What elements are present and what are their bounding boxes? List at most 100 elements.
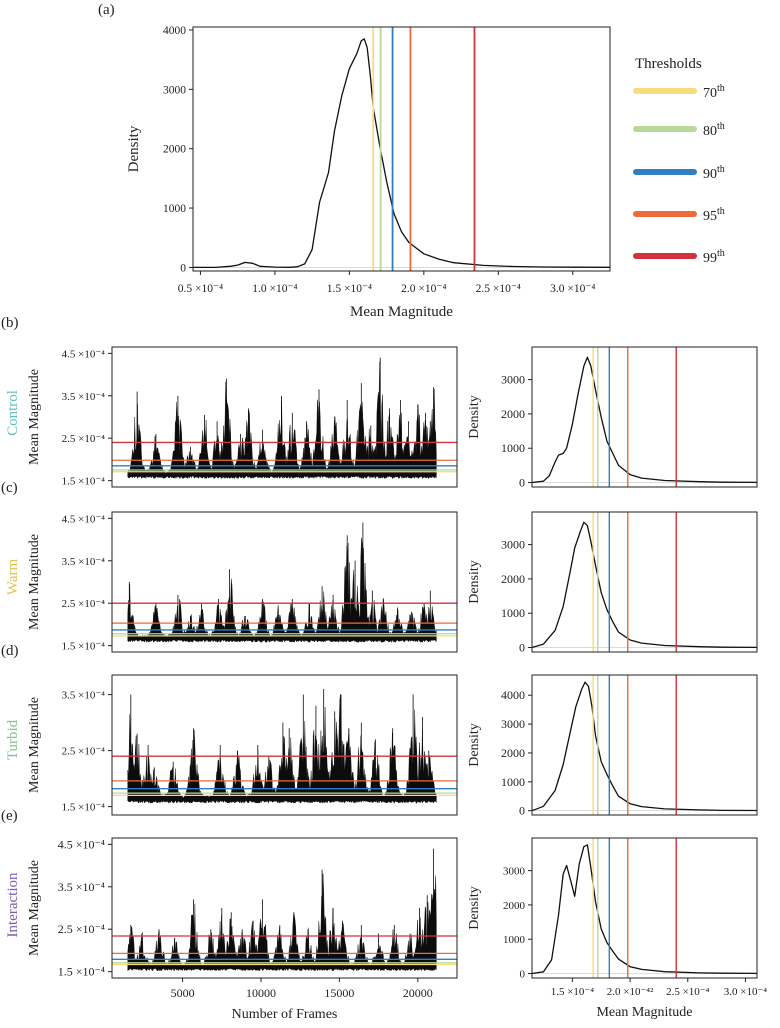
density-curve (193, 38, 611, 269)
legend-label-70: 70th (703, 83, 725, 101)
signal-peaks (130, 848, 434, 968)
x-tick-label: 1.0 ×10⁻⁴ (252, 283, 297, 295)
y-tick-label: 2000 (503, 900, 526, 912)
legend-label-80: 80th (703, 121, 725, 139)
condition-label-interaction: Interaction (5, 872, 21, 937)
y-tick-label: 3.5 ×10⁻⁴ (58, 880, 105, 894)
y-axis-label: Mean Magnitude (27, 860, 42, 956)
y-tick-label: 1.5 ×10⁻⁴ (62, 802, 106, 814)
panel-label-c: (c) (1, 480, 18, 496)
condition-label-warm: Warm (5, 559, 21, 596)
y-tick-label: 1.5 ×10⁻⁴ (62, 641, 106, 653)
x-tick-label: 2.5 ×10⁻⁴ (476, 283, 521, 295)
x-axis-label: Number of Frames (232, 1007, 338, 1022)
y-tick-label: 1000 (503, 934, 526, 946)
chart-c-ts: 1.5 ×10⁻⁴ 2.5 ×10⁻⁴ 3.5 ×10⁻⁴ 4.5 ×10⁻⁴ Mean… (27, 511, 458, 653)
y-tick-label: 2.5 ×10⁻⁴ (62, 433, 106, 445)
x-tick-label: 5000 (171, 986, 195, 1000)
plot-frame (111, 837, 458, 979)
y-tick-label: 2000 (501, 746, 525, 760)
y-axis-label: Mean Magnitude (27, 369, 42, 465)
panel-label-b: (b) (1, 315, 19, 331)
y-axis-label: Density (126, 125, 142, 172)
y-tick-label: 4000 (163, 25, 186, 37)
plot-frame (531, 674, 758, 816)
y-tick-label: 1000 (501, 441, 525, 455)
density-curve (531, 681, 758, 812)
y-tick-label: 0 (519, 476, 525, 490)
chart-e-dens: 0 1000 2000 3000 1.5 ×10⁻⁴ 2.0 ×10⁻⁴² 2.5 ×10⁻… (467, 837, 767, 1020)
x-tick-label: 10000 (246, 986, 276, 1000)
row-labels: (b) Control (c) Warm (d) Turbid (e) Interaction (1, 315, 21, 937)
density-curve (531, 521, 758, 649)
plot-frame (111, 346, 458, 488)
y-axis-label: Density (467, 395, 482, 439)
panel-label-d: (d) (1, 643, 19, 659)
y-tick-label: 1.5 ×10⁻⁴ (62, 476, 106, 488)
signal-trace (127, 361, 437, 480)
y-tick-label: 3.5 ×10⁻⁴ (62, 391, 106, 403)
y-tick-label: 0 (519, 804, 525, 818)
y-tick-label: 4000 (501, 688, 525, 702)
signal-peaks (128, 522, 431, 639)
y-tick-label: 2000 (163, 144, 186, 156)
y-tick-label: 1000 (501, 606, 525, 620)
y-tick-label: 2000 (501, 572, 525, 586)
condition-label-turbid: Turbid (5, 719, 21, 760)
signal-peaks (130, 689, 430, 800)
y-tick-label: 1000 (501, 775, 525, 789)
signal-trace (127, 537, 437, 643)
chart-e-ts: 1.5 ×10⁻⁴ 2.5 ×10⁻⁴ 3.5 ×10⁻⁴ 4.5 ×10⁻⁴ 5000… (27, 837, 458, 1022)
condition-label-control: Control (5, 390, 21, 436)
x-tick-label: 3.0 ×10⁻⁴ (550, 283, 595, 295)
y-tick-label: 3000 (503, 866, 526, 878)
legend-label-95: 95th (703, 206, 725, 224)
y-tick-label: 3.5 ×10⁻⁴ (62, 690, 106, 702)
y-tick-label: 3000 (501, 373, 525, 387)
y-tick-label: 3000 (163, 84, 186, 96)
charts: 0 1000 2000 3000 4000 0.5 ×10⁻⁴ 1.0 ×10⁻⁴ 1.5 ×… (27, 25, 767, 1022)
y-tick-label: 3.5 ×10⁻⁴ (62, 556, 106, 568)
y-tick-label: 4.5 ×10⁻⁴ (62, 348, 106, 360)
y-tick-label: 4.5 ×10⁻⁴ (58, 837, 105, 851)
y-tick-label: 0 (520, 969, 526, 981)
legend-label-99: 99th (703, 248, 725, 266)
x-tick-label: 0.5 ×10⁻⁴ (178, 283, 223, 295)
plot-frame (111, 674, 458, 816)
chart-b-dens: 0 1000 2000 3000 Density (467, 346, 758, 490)
legend-label-90: 90th (703, 164, 725, 182)
y-tick-label: 2.5 ×10⁻⁴ (62, 746, 106, 758)
panel-label-a: (a) (98, 2, 115, 18)
y-tick-label: 3000 (501, 538, 525, 552)
y-tick-label: 1000 (163, 203, 186, 215)
y-axis-label: Density (467, 723, 482, 767)
y-tick-label: 2000 (501, 407, 525, 421)
x-axis-label: Mean Magnitude (596, 1005, 692, 1020)
x-tick-label: 15000 (324, 986, 354, 1000)
y-axis-label: Density (467, 560, 482, 604)
panel-label-e: (e) (1, 808, 18, 824)
y-tick-label: 0 (519, 641, 525, 655)
y-tick-label: 2.5 ×10⁻⁴ (58, 922, 105, 936)
y-tick-label: 2.5 ×10⁻⁴ (62, 598, 106, 610)
signal-trace (127, 694, 437, 804)
y-axis-label: Mean Magnitude (27, 534, 42, 630)
plot-frame (531, 837, 758, 979)
density-curve (531, 356, 758, 484)
chart-d-ts: 1.5 ×10⁻⁴ 2.5 ×10⁻⁴ 3.5 ×10⁻⁴ Mean Magnitud… (27, 674, 458, 816)
chart-c-dens: 0 1000 2000 3000 Density (467, 511, 758, 655)
plot-frame (531, 511, 758, 653)
plot-frame (192, 26, 611, 272)
y-tick-label: 4.5 ×10⁻⁴ (62, 513, 106, 525)
x-tick-label: 2.0 ×10⁻⁴ (401, 283, 446, 295)
signal-peaks (136, 357, 434, 475)
y-tick-label: 3000 (501, 717, 525, 731)
density-curve (531, 844, 758, 975)
signal-trace (127, 873, 437, 972)
thresholds-legend: Thresholds 70th 80th 90th 95th 99th (633, 56, 725, 266)
x-tick-label: 1.5 ×10⁻⁴ (327, 283, 372, 295)
x-tick-label: 2.5 ×10⁻⁴ (666, 986, 710, 998)
x-tick-label: 1.5 ×10⁻⁴ (551, 986, 595, 998)
y-axis-label: Mean Magnitude (27, 697, 42, 793)
